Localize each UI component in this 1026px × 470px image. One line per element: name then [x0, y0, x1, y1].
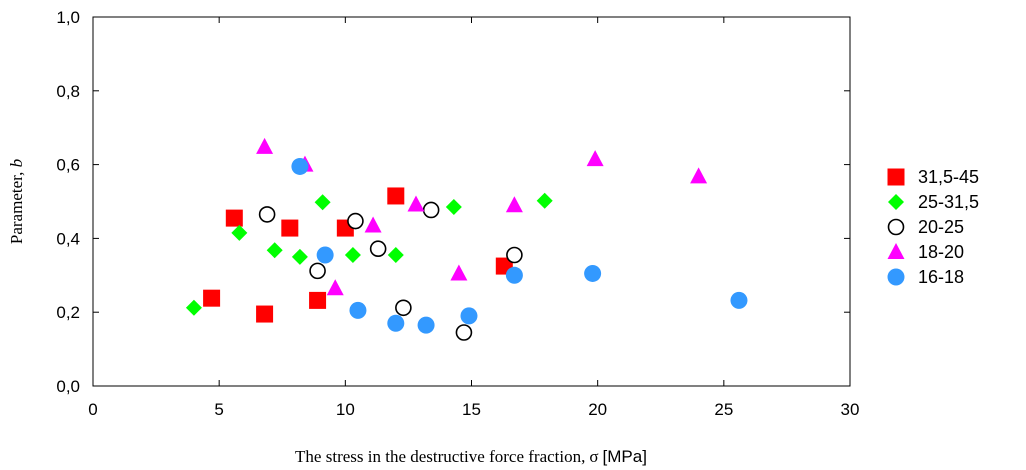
legend-item: 16-18 — [887, 267, 964, 287]
plot-area-frame — [92, 16, 851, 387]
data-point — [266, 242, 283, 259]
y-axis-label-symbol: b — [7, 159, 26, 168]
x-axis-label-unit: [MPa] — [603, 447, 647, 466]
legend: 31,5-45 25-31,5 20-25 18-20 16-18 — [887, 167, 979, 287]
legend-marker — [887, 268, 905, 286]
data-point — [309, 291, 327, 309]
data-point — [422, 201, 440, 219]
data-point — [407, 195, 425, 212]
data-point — [231, 224, 248, 241]
x-tick-label: 15 — [462, 400, 481, 419]
x-tick-label: 10 — [336, 400, 355, 419]
legend-item: 25-31,5 — [888, 192, 979, 212]
series-20-25 — [258, 201, 523, 341]
data-point — [349, 301, 367, 319]
data-point — [185, 299, 202, 316]
legend-item: 31,5-45 — [887, 167, 979, 187]
data-point — [387, 314, 405, 332]
series-16-18 — [291, 157, 748, 334]
data-points — [185, 137, 748, 341]
data-point — [387, 187, 405, 205]
data-point — [347, 212, 364, 230]
axis-ticks: 0 5 10 15 20 25 30 0,0 0,2 0,4 0,6 0,8 1,0 — [56, 8, 859, 419]
data-point — [690, 167, 708, 184]
series-25-31,5 — [185, 192, 553, 316]
data-point — [445, 199, 462, 216]
legend-label: 25-31,5 — [918, 192, 979, 212]
data-point — [309, 262, 326, 280]
legend-marker — [888, 194, 904, 210]
data-point — [281, 219, 299, 237]
data-point — [291, 248, 308, 265]
y-tick-label: 0,6 — [56, 156, 80, 175]
legend-label: 20-25 — [918, 217, 964, 237]
x-axis-label-text: The stress in the destructive force frac… — [295, 447, 585, 466]
x-axis-label: The stress in the destructive force frac… — [295, 447, 647, 466]
x-axis-label-symbol: σ — [589, 447, 598, 466]
data-point — [455, 324, 473, 341]
data-point — [586, 150, 604, 167]
data-point — [344, 247, 361, 264]
data-point — [316, 246, 334, 264]
data-point — [203, 289, 221, 307]
y-tick-label: 0,4 — [56, 229, 80, 248]
legend-marker — [887, 243, 905, 259]
data-point — [417, 316, 435, 334]
data-point — [387, 247, 404, 264]
data-point — [256, 137, 274, 154]
legend-marker — [887, 218, 905, 236]
series-18-20 — [256, 137, 708, 296]
y-axis-label: Parameter, b — [7, 159, 26, 244]
x-tick-label: 5 — [214, 400, 223, 419]
data-point — [730, 291, 748, 309]
legend-item: 18-20 — [887, 242, 964, 262]
data-point — [505, 266, 523, 284]
data-point — [536, 192, 553, 209]
data-point — [225, 209, 243, 227]
legend-item: 20-25 — [887, 217, 964, 237]
x-tick-label: 30 — [841, 400, 860, 419]
y-tick-label: 0,8 — [56, 82, 80, 101]
data-point — [314, 194, 331, 211]
data-point — [395, 299, 412, 317]
y-tick-label: 0,2 — [56, 303, 80, 322]
data-point — [258, 206, 276, 223]
y-tick-label: 1,0 — [56, 8, 80, 27]
data-point — [364, 216, 382, 233]
data-point — [326, 279, 344, 296]
x-tick-label: 0 — [88, 400, 97, 419]
data-point — [505, 196, 523, 213]
data-point — [450, 264, 468, 281]
x-tick-label: 25 — [714, 400, 733, 419]
data-point — [584, 264, 602, 282]
y-axis-label-text: Parameter, — [7, 172, 26, 244]
y-tick-label: 0,0 — [56, 377, 80, 396]
data-point — [256, 305, 274, 323]
data-point — [460, 307, 478, 325]
data-point — [506, 246, 523, 264]
legend-marker — [887, 168, 905, 186]
data-point — [369, 240, 387, 258]
x-tick-label: 20 — [588, 400, 607, 419]
data-point — [291, 157, 309, 175]
legend-label: 31,5-45 — [918, 167, 979, 187]
legend-label: 16-18 — [918, 267, 964, 287]
legend-label: 18-20 — [918, 242, 964, 262]
